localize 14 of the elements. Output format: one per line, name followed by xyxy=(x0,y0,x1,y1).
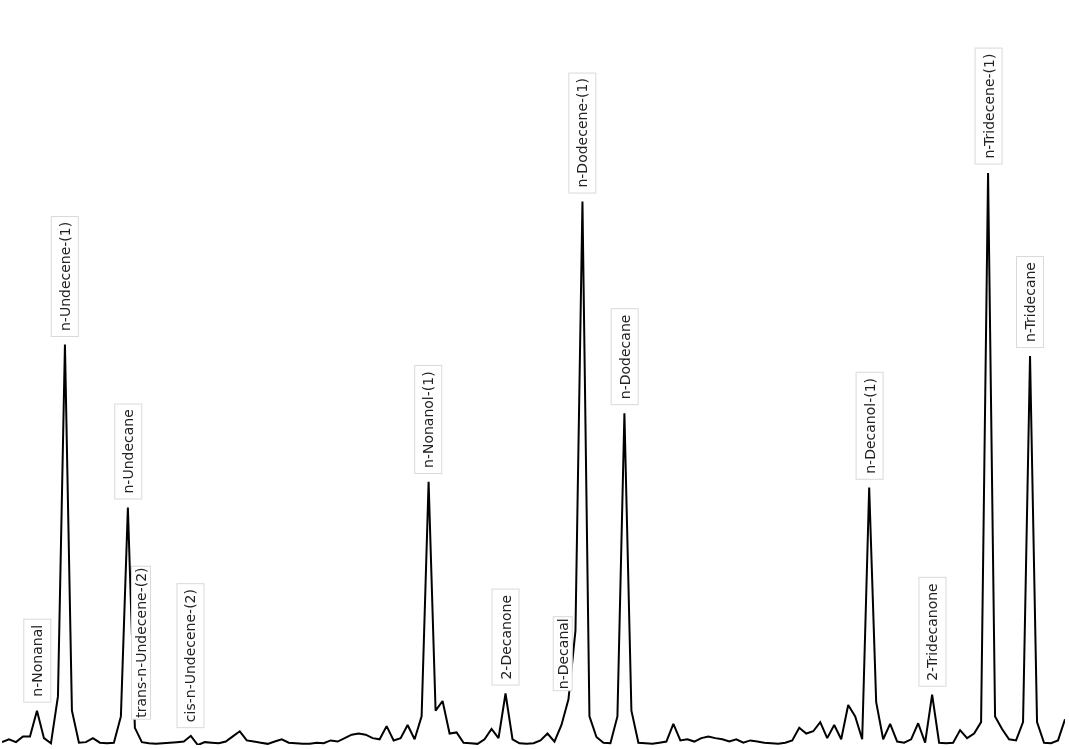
annotation: n-Dodecene-(1) xyxy=(574,78,591,188)
annotation: 2-Tridecanone xyxy=(924,583,941,681)
annotation: n-Nonanal xyxy=(29,624,46,697)
annotation: n-Tridecane xyxy=(1021,262,1038,343)
annotation: 2-Decanone xyxy=(497,594,514,680)
annotation: n-Tridecene-(1) xyxy=(980,53,997,159)
annotation: n-Undecane xyxy=(120,409,137,494)
annotation: n-Decanal xyxy=(554,618,571,690)
annotation: cis-n-Undecene-(2) xyxy=(182,589,199,723)
annotation: trans-n-Undecene-(2) xyxy=(133,567,150,718)
annotation: n-Undecene-(1) xyxy=(56,221,73,332)
annotation: n-Nonanol-(1) xyxy=(420,371,437,468)
annotation: n-Dodecane xyxy=(616,314,633,400)
annotation: n-Decanol-(1) xyxy=(861,377,878,474)
